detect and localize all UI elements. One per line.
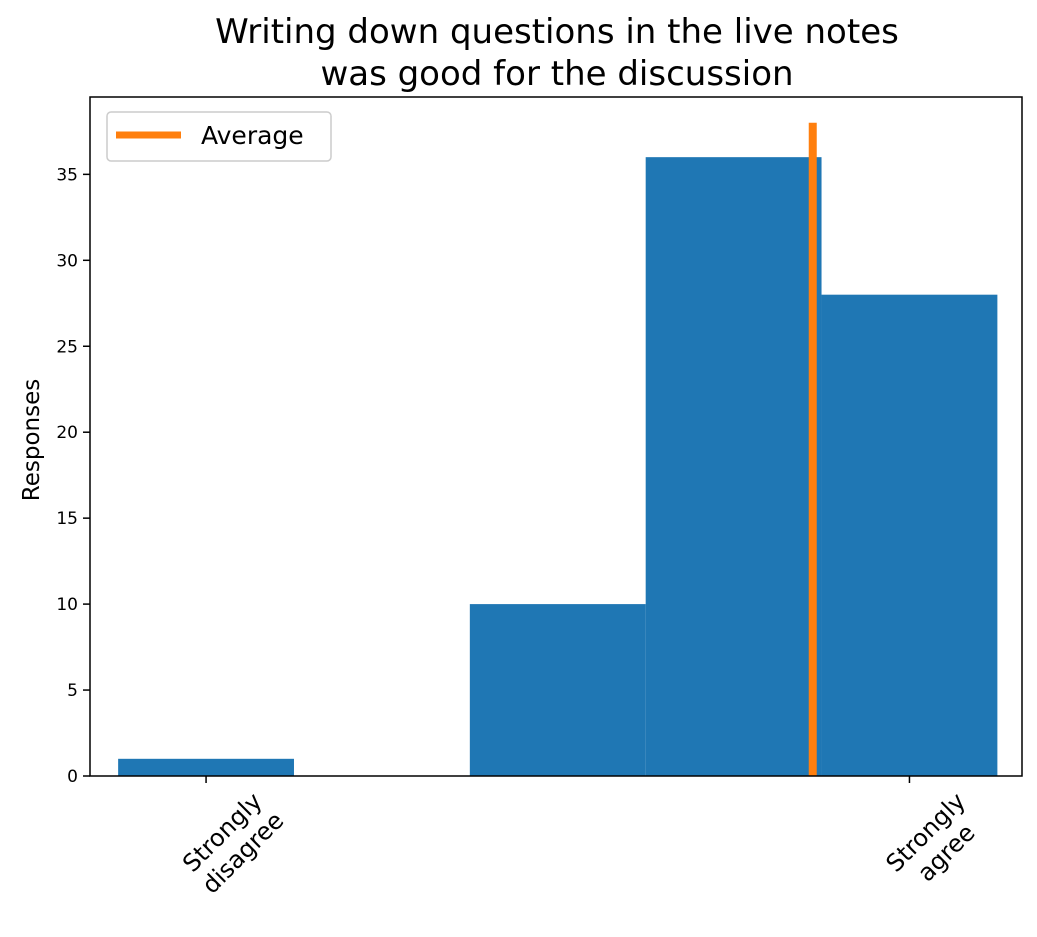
legend-box [106, 111, 332, 162]
y-tick-label-15: 15 [56, 509, 78, 529]
y-tick-label-20: 20 [56, 423, 78, 443]
bars-layer [118, 157, 998, 776]
y-tick-label-0: 0 [67, 767, 78, 787]
chart-title-line-1: Writing down questions in the live notes [215, 12, 899, 52]
y-tick-label-35: 35 [56, 165, 78, 185]
bar-1 [118, 758, 294, 776]
y-tick-label-5: 5 [67, 681, 78, 701]
y-axis-label: Responses [19, 379, 45, 501]
legend-average-label: Average [201, 121, 304, 150]
bar-4 [645, 157, 822, 776]
bar-5 [821, 294, 998, 776]
y-tick-label-10: 10 [56, 595, 78, 615]
legend: Average [106, 111, 332, 162]
chart-title-line-2: was good for the discussion [320, 54, 793, 94]
x-tick-label-2: Stronglyagree [881, 787, 992, 898]
plot-frame [89, 96, 1023, 777]
y-tick-label-30: 30 [56, 251, 78, 271]
bar-3 [469, 604, 646, 776]
y-tick-label-25: 25 [56, 337, 78, 357]
x-tick-label-1: Stronglydisagree [176, 786, 289, 899]
